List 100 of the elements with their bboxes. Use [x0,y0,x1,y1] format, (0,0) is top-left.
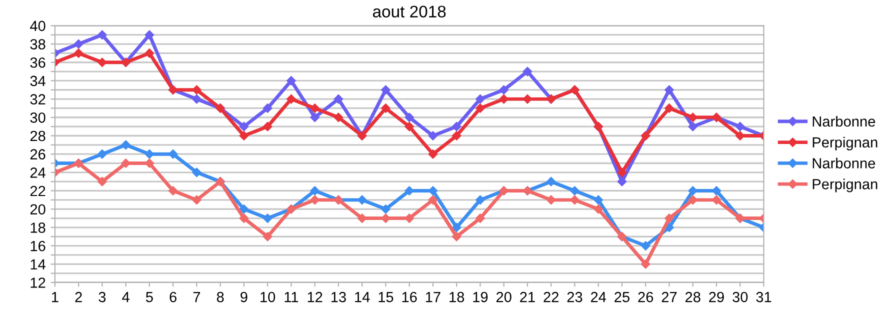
point [168,186,178,196]
legend-label: Narbonne [812,116,876,127]
point [357,195,367,205]
x-tick-label: 17 [426,292,440,302]
point [452,232,462,242]
y-tick-label: 40 [30,20,46,32]
point [404,122,414,132]
x-tick-label: 19 [473,292,488,302]
point [570,186,580,196]
point [262,122,272,132]
point [594,204,603,214]
x-tick-label: 18 [450,292,464,302]
point [546,195,556,205]
y-tick-label: 34 [30,76,46,86]
point [664,214,674,223]
x-tick-label: 14 [355,292,370,302]
point [688,122,698,132]
point [239,122,249,132]
point [476,214,485,223]
point [334,112,344,122]
point [712,186,722,196]
point [617,168,627,178]
point [192,195,202,205]
x-tick-label: 24 [590,292,606,302]
point [381,104,390,113]
point [594,195,603,205]
x-tick-label: 20 [496,292,512,302]
x-tick-label: 10 [260,292,276,302]
point [262,214,272,223]
point [286,76,296,86]
point [640,241,650,250]
y-tick-label: 36 [30,57,46,68]
point [664,104,674,113]
point [617,176,627,186]
y-tick-label: 14 [30,259,46,270]
point [452,131,462,140]
x-tick-label: 1 [52,292,58,302]
point [121,140,130,150]
point [74,39,84,49]
point [452,122,462,132]
point [98,30,107,40]
point [357,214,367,223]
point [239,204,249,214]
point [476,94,485,104]
point [239,131,249,140]
x-tick-label: 28 [685,292,700,302]
point [310,104,320,113]
point [428,131,438,140]
y-tick-label: 16 [30,240,46,252]
x-tick-label: 15 [378,292,394,302]
point [428,195,438,205]
x-tick-label: 25 [614,292,630,302]
x-tick-label: 2 [75,292,82,302]
point [192,85,202,95]
x-tick-label: 16 [402,292,417,302]
x-tick-label: 5 [146,292,153,302]
x-tick-label: 30 [732,292,748,302]
y-tick-label: 22 [30,186,46,196]
y-tick-label: 30 [30,112,46,123]
x-tick-label: 12 [308,292,322,302]
point [144,158,154,168]
point [192,168,202,178]
y-tick-label: 38 [30,39,46,50]
x-tick-label: 26 [638,292,654,302]
point [499,85,508,95]
x-tick-label: 9 [240,292,248,302]
point [168,149,178,159]
point [664,85,674,95]
x-tick-label: 11 [284,292,298,302]
point [688,195,698,205]
point [144,48,154,58]
point [452,222,462,232]
y-tick-label: 28 [30,130,46,142]
point [262,232,272,242]
y-tick-label: 24 [30,168,46,178]
point [239,214,249,223]
point [712,195,722,205]
point [688,112,698,122]
y-tick-label: 18 [30,222,46,233]
x-tick-label: 3 [98,292,106,302]
point [144,30,154,40]
y-tick-label: 20 [30,204,46,215]
point [381,85,390,95]
point [144,149,154,159]
x-tick-label: 21 [520,292,535,302]
y-tick-label: 26 [30,149,46,160]
x-tick-label: 4 [122,292,130,302]
x-tick-label: 31 [756,292,772,302]
point [428,149,438,159]
point [476,104,485,113]
x-tick-label: 8 [216,292,224,302]
point [98,149,107,159]
x-tick-label: 6 [170,292,176,302]
point [262,104,272,113]
x-tick-label: 7 [193,292,200,302]
point [522,66,532,76]
point [735,131,745,140]
y-tick-label: 32 [30,94,46,104]
point [735,122,745,132]
point [381,204,390,214]
